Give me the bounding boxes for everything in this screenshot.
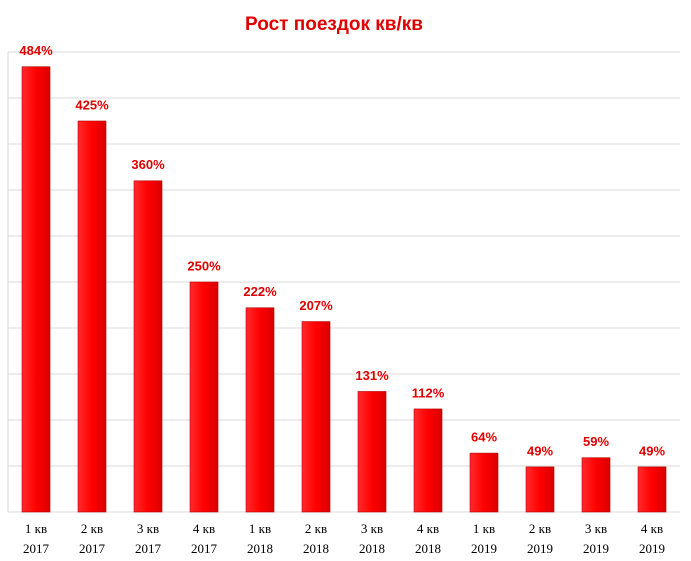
x-tick-label: 2 кв <box>305 521 327 536</box>
bar <box>357 391 387 513</box>
bar <box>469 452 499 513</box>
value-label: 49% <box>639 443 665 458</box>
x-tick-label: 2 кв <box>529 521 551 536</box>
x-tick-label: 2019 <box>471 541 497 556</box>
bar <box>525 466 555 513</box>
bar <box>581 457 611 513</box>
x-tick-label: 3 кв <box>137 521 159 536</box>
bar <box>77 120 107 513</box>
value-label: 222% <box>243 284 277 299</box>
x-tick-label: 2018 <box>415 541 441 556</box>
x-tick-label: 2017 <box>135 541 162 556</box>
value-label: 112% <box>412 385 445 400</box>
value-label: 250% <box>187 258 221 273</box>
x-tick-label: 4 кв <box>193 521 215 536</box>
value-label: 59% <box>583 434 609 449</box>
x-tick-label: 1 кв <box>25 521 47 536</box>
value-label: 484% <box>19 43 53 58</box>
x-tick-label: 2019 <box>639 541 665 556</box>
x-tick-label: 4 кв <box>641 521 663 536</box>
x-tick-label: 2 кв <box>81 521 103 536</box>
value-label: 360% <box>131 157 165 172</box>
x-tick-label: 2018 <box>247 541 273 556</box>
bar <box>21 66 51 513</box>
x-tick-label: 2017 <box>79 541 106 556</box>
x-tick-label: 3 кв <box>585 521 607 536</box>
bar <box>413 408 443 513</box>
x-tick-label: 2017 <box>191 541 218 556</box>
value-label: 131% <box>355 368 389 383</box>
bar <box>637 466 667 513</box>
x-tick-label: 4 кв <box>417 521 439 536</box>
x-tick-label: 2018 <box>303 541 329 556</box>
x-tick-label: 2017 <box>23 541 50 556</box>
x-tick-label: 2019 <box>527 541 553 556</box>
value-label: 64% <box>471 430 497 445</box>
bar <box>133 180 163 513</box>
chart-title: Рост поездок кв/кв <box>245 14 423 35</box>
x-tick-label: 1 кв <box>473 521 495 536</box>
value-label: 49% <box>527 443 553 458</box>
bar <box>245 307 275 513</box>
x-tick-label: 1 кв <box>249 521 271 536</box>
x-tick-label: 2018 <box>359 541 385 556</box>
bar <box>189 281 219 513</box>
value-label: 425% <box>75 97 109 112</box>
bar <box>301 321 331 513</box>
x-tick-label: 3 кв <box>361 521 383 536</box>
value-label: 207% <box>299 298 333 313</box>
x-tick-label: 2019 <box>583 541 609 556</box>
